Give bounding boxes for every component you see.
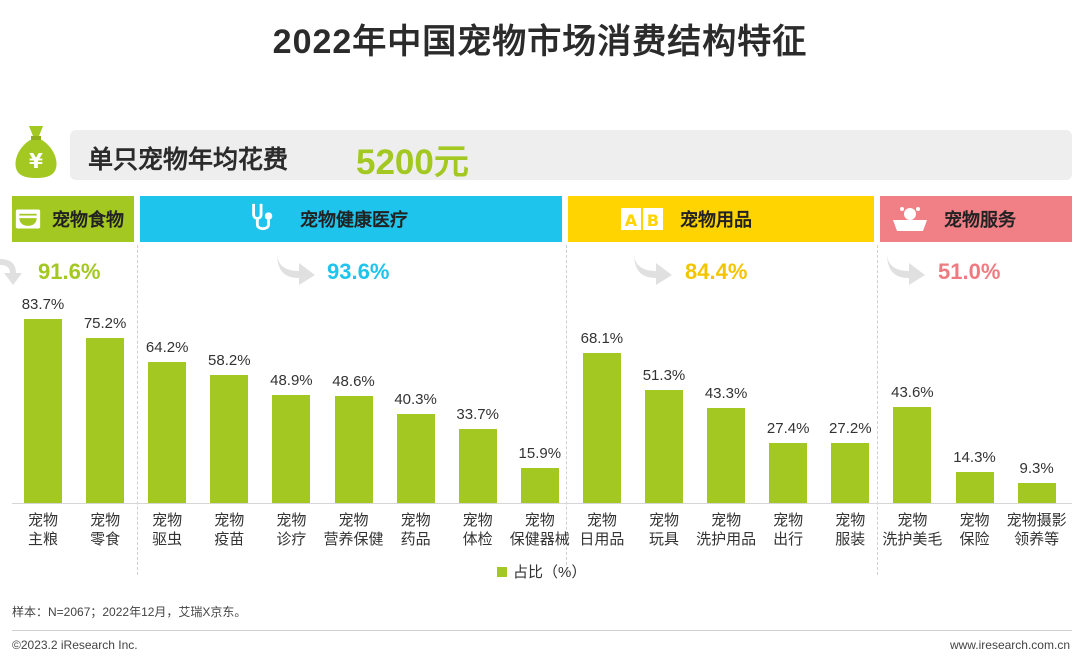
category-label-service: 宠物服务 (944, 210, 1016, 230)
bar-value-label: 58.2% (208, 351, 251, 369)
bar-value-label: 48.6% (332, 373, 375, 391)
x-tick-label: 宠物 服装 (835, 512, 866, 548)
x-tick-label: 宠物 疫苗 (214, 512, 245, 548)
bar (707, 407, 746, 503)
svg-text:¥: ¥ (29, 149, 43, 173)
x-tick-label: 宠物 体检 (462, 512, 493, 548)
arrow-icon (634, 253, 672, 285)
pet-bath-icon (893, 207, 927, 231)
bar (645, 390, 683, 503)
bar-value-label: 51.3% (642, 367, 686, 385)
category-label-supplies: 宠物用品 (680, 210, 752, 230)
bar-value-label: 43.6% (891, 384, 934, 402)
bar (1017, 482, 1056, 503)
x-tick-label: 宠物摄影 领养等 (1006, 512, 1067, 548)
category-pct-service: 51.0% (938, 259, 1001, 284)
source-note: 样本：N=2067；2022年12月，艾瑞X京东。 (12, 605, 247, 619)
x-tick-label: 宠物 主粮 (27, 512, 58, 548)
x-tick-label: 宠物 保险 (959, 512, 990, 548)
x-tick-label: 宠物 诊疗 (276, 512, 307, 548)
bar (86, 337, 125, 503)
divider (877, 245, 878, 575)
divider (566, 245, 567, 575)
category-header-food: 宠物食物 (12, 196, 134, 242)
bar (582, 353, 621, 503)
bar-value-label: 48.9% (270, 372, 313, 390)
bar-value-label: 15.9% (518, 445, 562, 463)
x-tick-label: 宠物 出行 (773, 512, 804, 548)
bar (955, 471, 994, 503)
bar-value-label: 27.4% (766, 419, 810, 437)
x-tick-label: 宠物 洗护美毛 (882, 512, 943, 548)
divider (137, 245, 138, 575)
x-tick-label: 宠物 驱虫 (152, 512, 183, 548)
bar (520, 468, 559, 503)
category-pct-supplies: 84.4% (685, 259, 748, 284)
legend: 占比（%） (497, 561, 586, 582)
category-header-supplies: 宠物用品 (568, 196, 874, 242)
category-header-health: 宠物健康医疗 (140, 196, 562, 242)
bar (210, 374, 249, 503)
bar (769, 442, 808, 503)
bar-value-label: 43.3% (704, 384, 748, 402)
x-tick-label: 宠物 营养保健 (323, 512, 384, 548)
x-tick-label: 宠物 保健器械 (509, 512, 570, 548)
bar (334, 396, 373, 503)
category-pct-food: 91.6% (38, 259, 101, 284)
bar (272, 395, 311, 503)
bar (396, 414, 435, 503)
page-title: 2022年中国宠物市场消费结构特征 (272, 23, 808, 61)
category-pct-health: 93.6% (327, 259, 390, 284)
abc-blocks-icon: A B (621, 208, 663, 230)
x-tick-label: 宠物 药品 (400, 512, 431, 548)
bar-value-label: 75.2% (83, 314, 127, 332)
arrow-icon (0, 259, 22, 285)
bar-value-label: 9.3% (1019, 459, 1054, 477)
annual-spend-value: 5200元 (356, 143, 469, 182)
bar-value-label: 14.3% (953, 448, 996, 466)
x-tick-label: 宠物 日用品 (579, 512, 625, 548)
bar-value-label: 33.7% (456, 405, 499, 423)
bar (458, 428, 497, 503)
food-bowl-icon (15, 209, 41, 229)
category-label-health: 宠物健康医疗 (300, 210, 408, 230)
x-axis (12, 503, 1072, 504)
bar (831, 443, 870, 503)
copyright: ©2023.2 iResearch Inc. (12, 638, 138, 652)
arrow-icon (277, 253, 315, 285)
bar-value-label: 68.1% (580, 330, 624, 348)
x-tick-label: 宠物 零食 (90, 512, 121, 548)
footer-divider (12, 630, 1072, 631)
bar-value-label: 27.2% (829, 420, 872, 438)
money-bag-icon: ¥ (15, 126, 57, 178)
bar-value-label: 40.3% (394, 391, 437, 409)
arrow-icon (887, 253, 925, 285)
annual-spend-label: 单只宠物年均花费 (88, 146, 289, 174)
svg-text:A: A (625, 211, 638, 230)
bar (24, 318, 62, 503)
bar (148, 361, 187, 503)
legend-label: 占比（%） (513, 564, 587, 581)
legend-swatch (497, 566, 507, 577)
bar (893, 407, 932, 503)
website: www.iresearch.com.cn (949, 638, 1070, 652)
annual-spend-banner (70, 130, 1072, 180)
stethoscope-icon (252, 203, 273, 231)
x-tick-label: 宠物 玩具 (648, 512, 679, 548)
category-label-food: 宠物食物 (52, 210, 124, 230)
x-tick-label: 宠物 洗护用品 (696, 512, 757, 548)
bar-value-label: 83.7% (21, 295, 65, 313)
bar-value-label: 64.2% (145, 338, 189, 356)
svg-text:B: B (647, 211, 659, 230)
